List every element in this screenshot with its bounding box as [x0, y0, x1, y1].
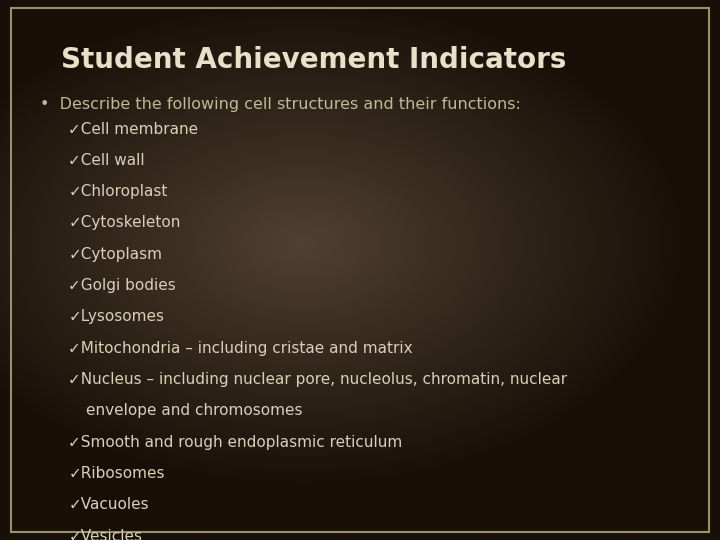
Text: ✓Cell membrane: ✓Cell membrane	[68, 122, 199, 137]
Text: •  Describe the following cell structures and their functions:: • Describe the following cell structures…	[40, 97, 521, 112]
Text: ✓Cytoskeleton: ✓Cytoskeleton	[68, 215, 181, 231]
Text: ✓Ribosomes: ✓Ribosomes	[68, 466, 165, 481]
Text: ✓Smooth and rough endoplasmic reticulum: ✓Smooth and rough endoplasmic reticulum	[68, 435, 402, 450]
Text: envelope and chromosomes: envelope and chromosomes	[86, 403, 303, 418]
Text: ✓Vacuoles: ✓Vacuoles	[68, 497, 149, 512]
Text: ✓Chloroplast: ✓Chloroplast	[68, 184, 168, 199]
Text: ✓Nucleus – including nuclear pore, nucleolus, chromatin, nuclear: ✓Nucleus – including nuclear pore, nucle…	[68, 372, 567, 387]
Text: ✓Golgi bodies: ✓Golgi bodies	[68, 278, 176, 293]
Text: Student Achievement Indicators: Student Achievement Indicators	[61, 46, 567, 74]
Text: ✓Mitochondria – including cristae and matrix: ✓Mitochondria – including cristae and ma…	[68, 341, 413, 356]
Text: ✓Vesicles: ✓Vesicles	[68, 529, 143, 540]
Text: ✓Lysosomes: ✓Lysosomes	[68, 309, 164, 325]
Text: ✓Cytoplasm: ✓Cytoplasm	[68, 247, 163, 262]
Text: ✓Cell wall: ✓Cell wall	[68, 153, 145, 168]
